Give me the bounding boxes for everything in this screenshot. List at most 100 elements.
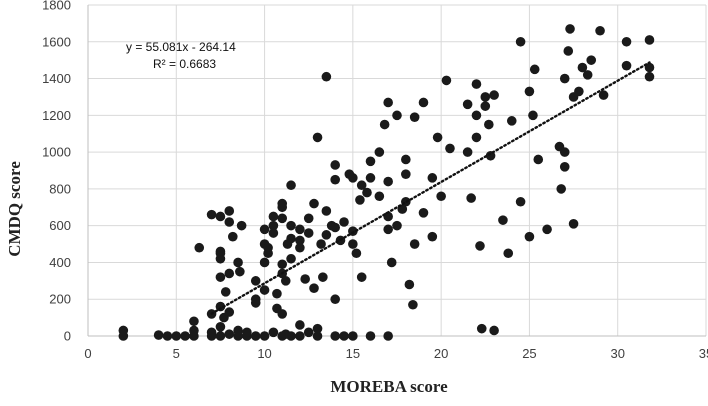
data-point-0-53 — [272, 288, 282, 299]
data-point-0-166 — [559, 162, 570, 172]
data-point-0-34 — [236, 220, 247, 231]
data-point-0-128 — [409, 239, 420, 249]
data-point-0-127 — [409, 112, 420, 122]
data-point-0-32 — [233, 257, 243, 268]
data-point-0-39 — [250, 294, 261, 305]
data-point-0-146 — [480, 92, 491, 102]
gridlines — [88, 4, 707, 336]
data-point-0-89 — [330, 331, 341, 341]
y-tick-label-1: 200 — [49, 292, 71, 307]
data-point-0-2 — [153, 330, 164, 340]
data-point-0-147 — [484, 119, 494, 130]
data-point-0-92 — [330, 174, 341, 185]
data-point-0-96 — [339, 217, 349, 227]
data-point-0-43 — [259, 257, 270, 268]
x-tick-labels: 0 5 10 15 20 25 30 35 — [84, 346, 708, 361]
data-point-0-73 — [295, 224, 305, 235]
data-point-0-79 — [309, 198, 319, 209]
x-tick-label-7: 35 — [699, 346, 708, 361]
data-point-0-155 — [515, 196, 526, 207]
data-point-0-26 — [224, 268, 235, 279]
data-point-0-168 — [565, 24, 575, 34]
trendline-equation-label: y = 55.081x - 264.14 — [126, 40, 236, 54]
data-point-0-175 — [595, 25, 605, 36]
data-point-0-29 — [227, 231, 238, 242]
data-point-0-64 — [286, 331, 296, 341]
data-point-0-31 — [233, 325, 243, 336]
y-tick-label-6: 1200 — [42, 108, 71, 123]
data-point-0-17 — [215, 272, 226, 282]
data-point-0-129 — [418, 207, 429, 218]
data-point-0-161 — [542, 224, 552, 235]
data-point-0-14 — [215, 331, 226, 341]
data-point-0-120 — [392, 220, 402, 231]
data-point-0-78 — [309, 283, 319, 293]
data-point-0-153 — [506, 116, 517, 126]
data-point-0-41 — [259, 331, 270, 341]
data-point-0-23 — [220, 287, 231, 297]
data-point-0-122 — [401, 154, 411, 165]
y-tick-label-0: 0 — [64, 329, 71, 344]
data-points — [118, 24, 655, 341]
x-tick-label-1: 5 — [173, 346, 180, 361]
data-point-0-141 — [471, 110, 482, 121]
data-point-0-132 — [427, 231, 438, 242]
data-point-0-28 — [224, 206, 235, 216]
data-point-0-158 — [528, 110, 538, 121]
y-tick-label-9: 1800 — [42, 0, 71, 13]
x-tick-label-0: 0 — [84, 346, 91, 361]
data-point-0-13 — [206, 209, 217, 220]
data-point-0-69 — [295, 331, 305, 341]
data-point-0-117 — [383, 97, 393, 108]
x-tick-label-5: 25 — [522, 346, 536, 361]
data-point-0-48 — [268, 327, 279, 338]
data-point-0-82 — [312, 132, 323, 143]
data-point-0-49 — [268, 228, 279, 238]
data-point-0-170 — [568, 219, 579, 229]
data-point-0-133 — [432, 132, 443, 143]
x-tick-label-3: 15 — [346, 346, 360, 361]
data-point-0-140 — [471, 79, 482, 89]
data-point-0-67 — [286, 220, 296, 231]
data-point-0-172 — [577, 62, 588, 73]
data-point-0-47 — [263, 242, 273, 253]
data-point-0-102 — [351, 248, 362, 259]
data-point-0-139 — [466, 193, 476, 203]
data-point-0-177 — [621, 36, 632, 47]
data-point-0-70 — [295, 320, 305, 330]
data-point-0-86 — [321, 230, 332, 240]
data-point-0-42 — [259, 285, 270, 295]
data-point-0-142 — [471, 132, 482, 143]
data-point-0-112 — [379, 119, 390, 130]
data-point-0-68 — [286, 180, 296, 191]
data-point-0-135 — [441, 75, 452, 86]
data-point-0-95 — [339, 331, 349, 341]
data-point-0-163 — [556, 184, 567, 194]
data-point-0-113 — [383, 176, 393, 187]
data-point-0-99 — [348, 226, 358, 236]
data-point-0-131 — [427, 173, 438, 183]
data-point-0-37 — [250, 331, 261, 341]
data-point-0-5 — [180, 331, 190, 341]
data-point-0-174 — [586, 55, 597, 65]
data-point-0-16 — [215, 301, 226, 312]
data-point-0-87 — [321, 206, 332, 216]
x-tick-label-2: 10 — [257, 346, 271, 361]
data-point-0-107 — [365, 156, 376, 167]
data-point-0-74 — [300, 274, 310, 284]
data-point-0-21 — [215, 211, 226, 222]
data-point-0-176 — [598, 90, 609, 100]
data-point-0-125 — [404, 279, 415, 290]
data-point-0-80 — [312, 331, 323, 341]
data-point-0-90 — [330, 294, 341, 305]
data-point-0-126 — [408, 299, 418, 310]
data-point-0-111 — [374, 147, 385, 157]
data-point-0-51 — [268, 211, 279, 222]
data-point-0-65 — [286, 253, 296, 264]
data-point-0-25 — [224, 307, 235, 317]
data-point-0-27 — [224, 217, 235, 227]
data-point-0-156 — [524, 86, 535, 97]
data-point-0-58 — [277, 213, 288, 224]
data-point-0-75 — [303, 327, 314, 338]
